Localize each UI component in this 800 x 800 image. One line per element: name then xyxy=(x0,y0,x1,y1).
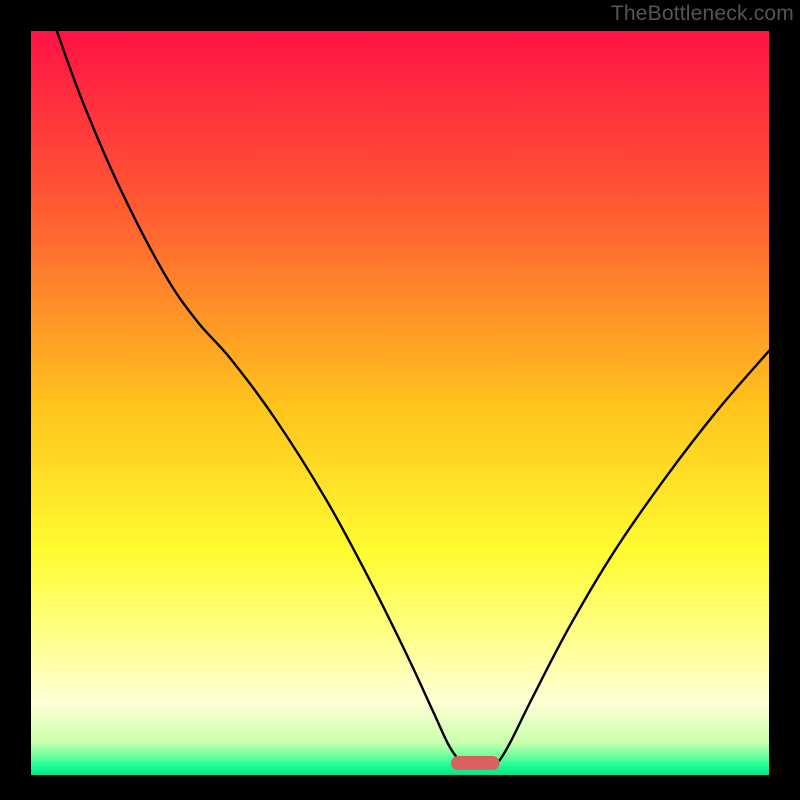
plot-svg xyxy=(31,31,769,775)
watermark-text: TheBottleneck.com xyxy=(611,2,794,26)
plot-area xyxy=(31,31,769,775)
chart-container: TheBottleneck.com xyxy=(0,0,800,800)
optimal-marker xyxy=(451,756,500,770)
gradient-background xyxy=(31,31,769,775)
